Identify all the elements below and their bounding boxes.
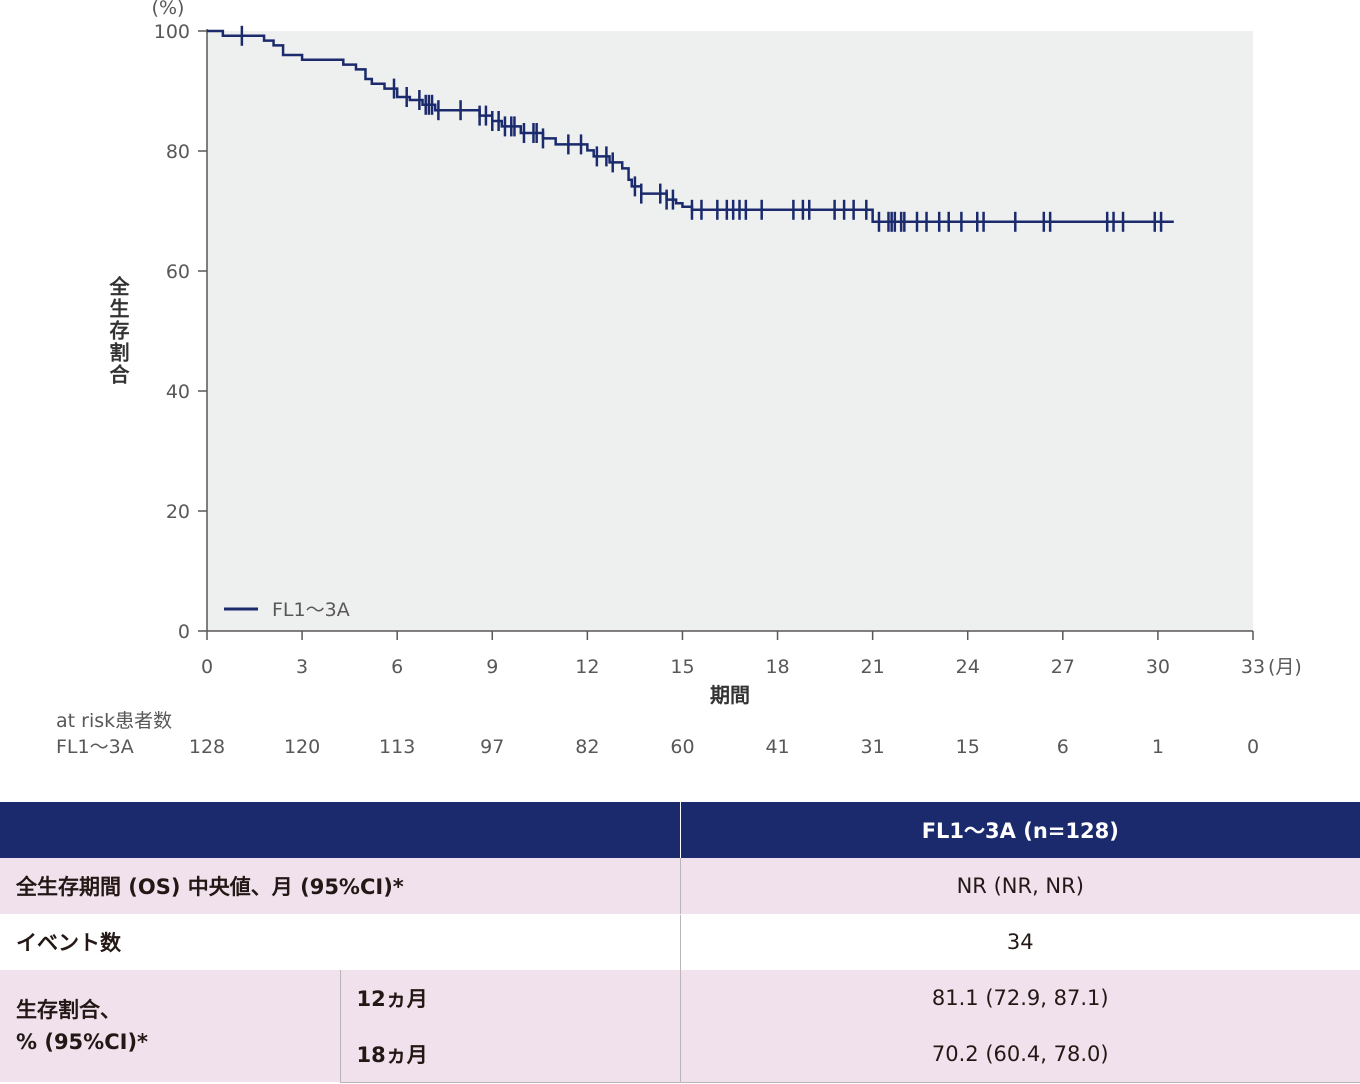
table-row: 全生存期間 (OS) 中央値、月 (95%CI)* NR (NR, NR) [0, 858, 1360, 915]
at-risk-count: 120 [284, 736, 320, 758]
survival-rate-label-line2: % (95%CI)* [16, 1030, 149, 1054]
x-tick-label: 12 [575, 656, 599, 678]
month-18-label: 18ヵ月 [339, 1026, 680, 1083]
legend: FL1～3A [224, 599, 350, 621]
at-risk-count: 1 [1152, 736, 1164, 758]
at-risk-count: 15 [956, 736, 980, 758]
at-risk-count: 82 [575, 736, 599, 758]
legend-label: FL1～3A [272, 599, 350, 621]
at-risk-title: at risk患者数 [56, 710, 172, 732]
x-tick-label: 21 [861, 656, 885, 678]
survival-rate-label-line1: 生存割合、 [16, 998, 121, 1022]
at-risk-count: 0 [1247, 736, 1259, 758]
table-header-group: FL1～3A (n=128) [680, 802, 1360, 858]
x-tick-label: 3 [296, 656, 308, 678]
month-18-value: 70.2 (60.4, 78.0) [679, 1026, 1360, 1083]
summary-table: FL1～3A (n=128) 全生存期間 (OS) 中央値、月 (95%CI)*… [0, 802, 1360, 1083]
plot-background [207, 31, 1253, 631]
y-tick-label: 80 [166, 141, 190, 163]
y-tick-label: 60 [166, 261, 190, 283]
x-tick-label: 9 [486, 656, 498, 678]
x-unit: (月) [1268, 656, 1302, 678]
table-header-row: FL1～3A (n=128) [0, 802, 1360, 858]
at-risk-count: 97 [480, 736, 504, 758]
x-tick-label: 30 [1146, 656, 1170, 678]
at-risk-count: 113 [379, 736, 415, 758]
x-tick-label: 0 [201, 656, 213, 678]
y-tick-label: 0 [178, 621, 190, 643]
km-series [207, 25, 1174, 232]
month-12-value: 81.1 (72.9, 87.1) [679, 970, 1360, 1026]
y-axis-title: 全生存割合 [106, 275, 130, 386]
y-tick-label: 40 [166, 381, 190, 403]
events-label: イベント数 [0, 914, 680, 970]
table-row: イベント数 34 [0, 914, 1360, 970]
x-tick-label: 27 [1051, 656, 1075, 678]
y-axis: 0 20 40 60 80 100 [154, 21, 208, 643]
os-median-value: NR (NR, NR) [679, 858, 1360, 915]
table-header-blank [0, 802, 681, 858]
y-unit: (%) [152, 0, 185, 19]
table-row: 18ヵ月 70.2 (60.4, 78.0) [0, 1026, 1360, 1083]
x-tick-label: 24 [956, 656, 980, 678]
x-tick-label: 15 [670, 656, 694, 678]
table-row: 生存割合、 % (95%CI)* 12ヵ月 81.1 (72.9, 87.1) [0, 970, 1360, 1082]
events-value: 34 [679, 914, 1360, 970]
at-risk-count: 6 [1057, 736, 1069, 758]
os-median-label: 全生存期間 (OS) 中央値、月 (95%CI)* [0, 858, 680, 915]
y-tick-label: 20 [166, 501, 190, 523]
at-risk-count: 41 [765, 736, 789, 758]
at-risk-counts: 128 120 113 97 82 60 41 31 15 6 1 0 [189, 736, 1259, 758]
month-12-label: 12ヵ月 [339, 970, 680, 1026]
at-risk-count: 128 [189, 736, 225, 758]
y-tick-label: 100 [154, 21, 190, 43]
at-risk-row-label: FL1～3A [56, 736, 134, 758]
at-risk-count: 60 [670, 736, 694, 758]
x-tick-label: 18 [765, 656, 789, 678]
x-tick-label: 33 [1241, 656, 1265, 678]
survival-rate-label: 生存割合、 % (95%CI)* [0, 970, 340, 1082]
x-tick-label: 6 [391, 656, 403, 678]
at-risk-count: 31 [861, 736, 885, 758]
x-axis: 0 3 6 9 12 15 18 21 24 27 30 33 [201, 630, 1265, 678]
x-axis-title: 期間 [710, 683, 750, 707]
